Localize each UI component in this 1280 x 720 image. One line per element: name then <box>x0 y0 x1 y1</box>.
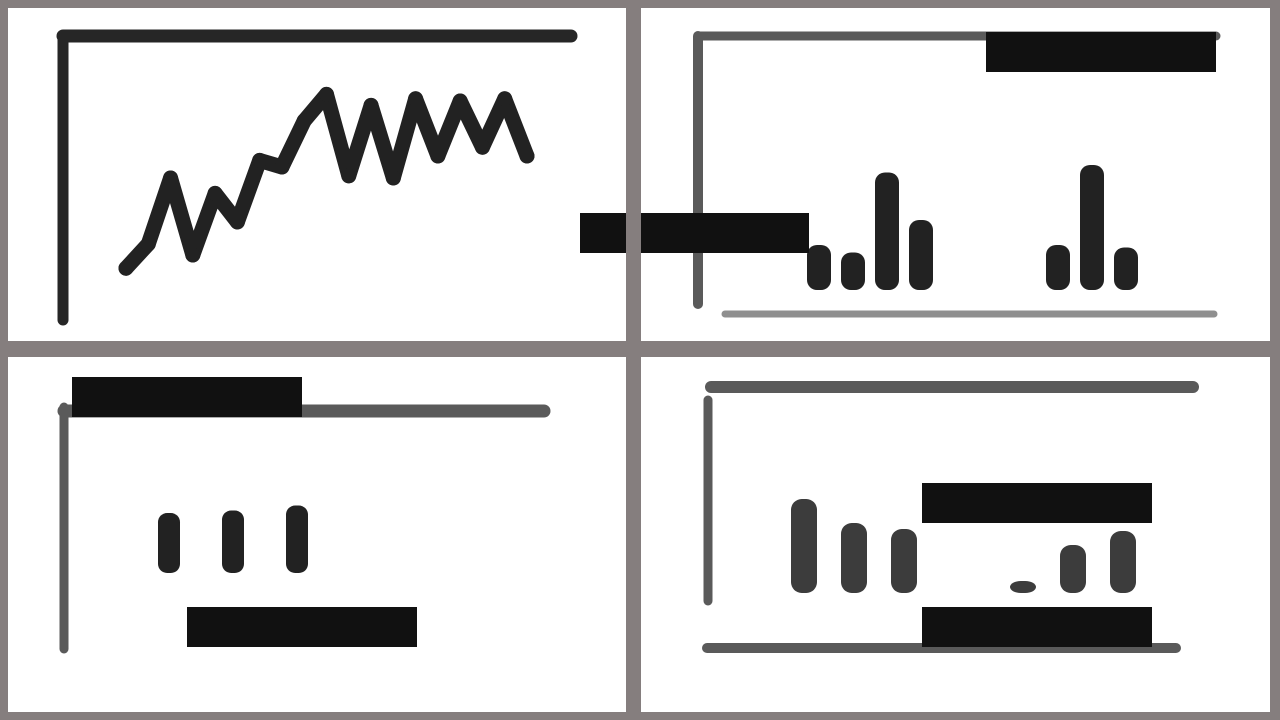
data-point <box>229 214 245 230</box>
bar <box>875 172 899 290</box>
data-point <box>363 97 379 113</box>
data-point <box>252 152 268 168</box>
data-point <box>274 159 290 175</box>
bar <box>791 499 817 593</box>
bar <box>1060 545 1086 593</box>
bar <box>1114 247 1138 290</box>
data-point <box>319 86 334 102</box>
axis-label-redaction <box>922 607 1152 647</box>
bar <box>841 252 865 290</box>
chart-panel-bar-1 <box>641 8 1270 341</box>
bar <box>909 220 933 290</box>
data-point <box>296 113 312 129</box>
data-point <box>185 247 201 263</box>
title-redaction <box>72 377 302 417</box>
bar-chart <box>702 381 1199 653</box>
bar <box>841 523 867 593</box>
legend-redaction <box>922 483 1152 523</box>
redaction-block <box>641 213 809 253</box>
axis-label-redaction <box>187 607 417 647</box>
redaction-block <box>580 213 626 253</box>
data-point <box>341 168 357 184</box>
data-point <box>519 148 535 164</box>
bar <box>286 505 308 573</box>
data-point <box>474 139 490 155</box>
data-point <box>207 185 223 201</box>
data-point <box>385 170 401 186</box>
data-point <box>118 260 134 276</box>
data-point <box>497 91 513 107</box>
chart-panel-line <box>8 8 626 341</box>
legend-redaction <box>986 32 1216 72</box>
bar <box>807 245 831 290</box>
data-point <box>430 148 446 164</box>
bar <box>1046 245 1070 290</box>
data-point <box>163 170 179 186</box>
bar <box>1010 581 1036 593</box>
bar-chart <box>693 31 1221 318</box>
series-line <box>118 86 535 276</box>
bar <box>158 513 180 573</box>
bar <box>891 529 917 593</box>
data-point <box>408 91 424 107</box>
data-point <box>452 93 468 109</box>
line-chart <box>56 29 578 326</box>
data-point <box>140 236 156 252</box>
bar <box>1110 531 1136 593</box>
chart-panel-bar-3 <box>641 357 1270 712</box>
chart-panel-bar-2 <box>8 357 626 712</box>
bar <box>222 510 244 573</box>
bar <box>1080 165 1104 290</box>
